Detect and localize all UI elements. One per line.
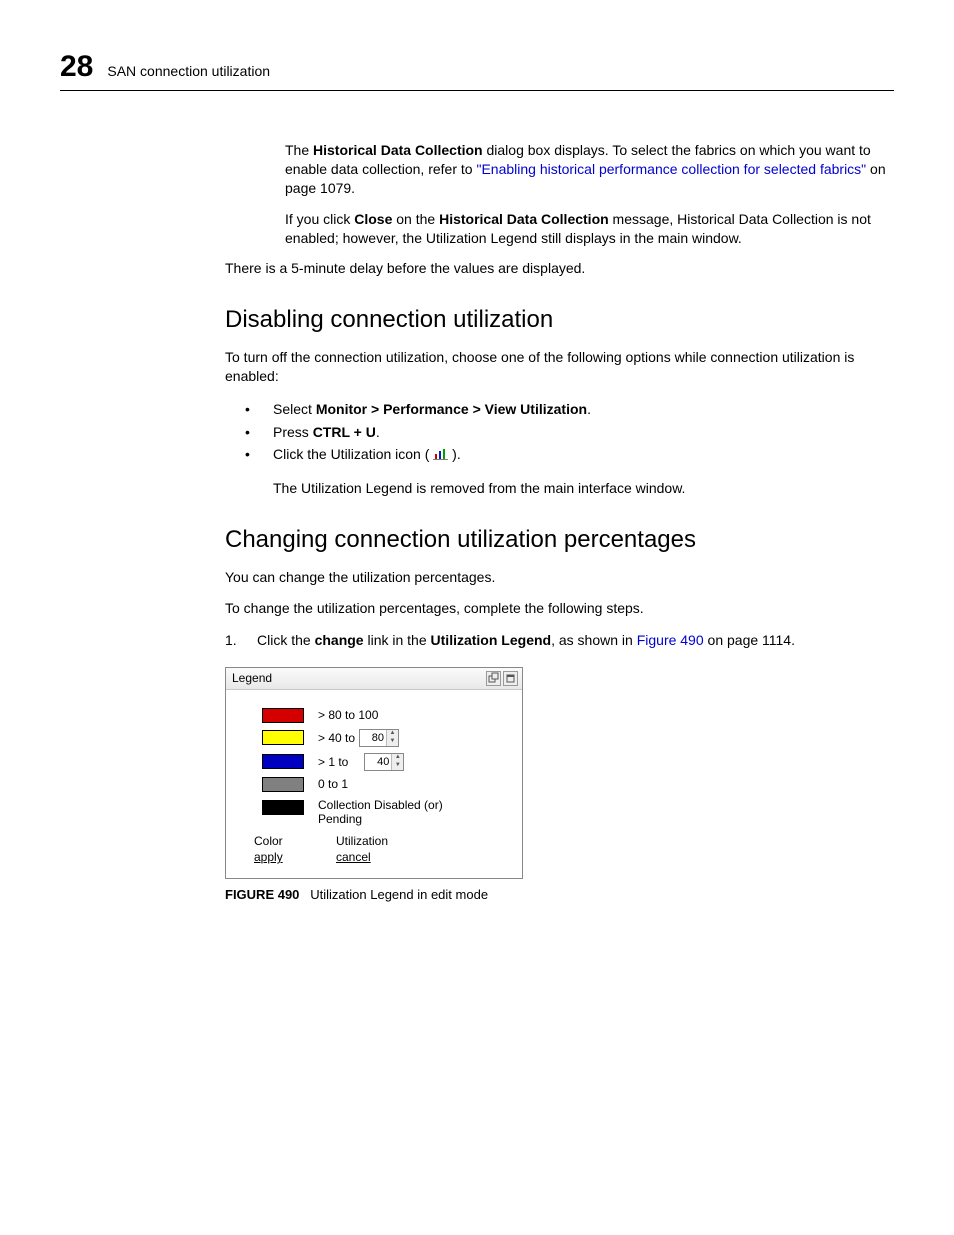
- swatch-gray: [262, 777, 304, 792]
- text: .: [587, 401, 591, 417]
- threshold-spinner[interactable]: ▲▼: [364, 753, 404, 771]
- figure-caption: FIGURE 490 Utilization Legend in edit mo…: [225, 887, 894, 902]
- legend-links-row: apply cancel: [236, 850, 512, 864]
- legend-row: > 80 to 100: [236, 708, 512, 723]
- legend-row: > 1 to ▲▼: [236, 753, 512, 771]
- text: The: [285, 142, 313, 158]
- detach-icon[interactable]: [486, 671, 501, 686]
- running-head: SAN connection utilization: [107, 63, 270, 79]
- utilization-icon: [433, 445, 448, 467]
- bullet-item: Click the Utilization icon ( ).: [225, 443, 894, 467]
- heading-changing: Changing connection utilization percenta…: [225, 526, 894, 554]
- legend-label: > 80 to 100: [318, 708, 378, 722]
- text: ).: [452, 446, 461, 462]
- link-enabling-historical[interactable]: "Enabling historical performance collect…: [476, 161, 866, 177]
- text-bold: Monitor > Performance > View Utilization: [316, 401, 587, 417]
- legend-label: > 1 to: [318, 755, 348, 769]
- threshold-input[interactable]: [365, 754, 391, 770]
- legend-header-row: Color Utilization: [236, 834, 512, 848]
- legend-row: > 40 to ▲▼: [236, 729, 512, 747]
- apply-link[interactable]: apply: [254, 850, 283, 864]
- heading-disabling: Disabling connection utilization: [225, 306, 894, 334]
- page-number: 28: [60, 50, 93, 84]
- text-bold: Utilization Legend: [431, 632, 552, 648]
- text: link in the: [364, 632, 431, 648]
- restore-icon[interactable]: [503, 671, 518, 686]
- text-bold: Historical Data Collection: [313, 142, 483, 158]
- section1-intro: To turn off the connection utilization, …: [225, 348, 894, 386]
- text-bold: change: [315, 632, 364, 648]
- legend-col-header: Utilization: [322, 834, 388, 848]
- legend-label: > 40 to: [318, 731, 355, 745]
- section2-p1: You can change the utilization percentag…: [225, 568, 894, 587]
- figure-caption-text: Utilization Legend in edit mode: [310, 887, 488, 902]
- swatch-blue: [262, 754, 304, 769]
- threshold-spinner[interactable]: ▲▼: [359, 729, 399, 747]
- text: Select: [273, 401, 316, 417]
- text: on the: [392, 211, 439, 227]
- step-item: 1. Click the change link in the Utilizat…: [225, 630, 894, 651]
- text-bold: Historical Data Collection: [439, 211, 609, 227]
- swatch-yellow: [262, 730, 304, 745]
- legend-label: Collection Disabled (or) Pending: [318, 798, 478, 826]
- step-number: 1.: [225, 630, 237, 651]
- spinner-down-icon[interactable]: ▼: [387, 738, 398, 746]
- spinner-down-icon[interactable]: ▼: [392, 762, 403, 770]
- section1-after: The Utilization Legend is removed from t…: [273, 479, 894, 498]
- text: If you click: [285, 211, 354, 227]
- text-bold: Close: [354, 211, 392, 227]
- legend-label: 0 to 1: [318, 777, 348, 791]
- text: Click the Utilization icon (: [273, 446, 429, 462]
- text-bold: CTRL + U: [313, 424, 376, 440]
- spinner-up-icon[interactable]: ▲: [392, 754, 403, 762]
- legend-row: Collection Disabled (or) Pending: [236, 798, 512, 826]
- page-header: 28 SAN connection utilization: [60, 50, 894, 91]
- legend-title-text: Legend: [232, 671, 272, 685]
- text: .: [376, 424, 380, 440]
- bullet-list: Select Monitor > Performance > View Util…: [225, 398, 894, 467]
- text: , as shown in: [551, 632, 637, 648]
- bullet-item: Select Monitor > Performance > View Util…: [225, 398, 894, 420]
- threshold-input[interactable]: [360, 730, 386, 746]
- spinner-up-icon[interactable]: ▲: [387, 730, 398, 738]
- text: Press: [273, 424, 313, 440]
- text: on page 1114.: [704, 632, 795, 648]
- link-figure-490[interactable]: Figure 490: [637, 632, 704, 648]
- cancel-link[interactable]: cancel: [336, 850, 371, 864]
- legend-body: > 80 to 100 > 40 to ▲▼ > 1 t: [226, 690, 522, 878]
- bullet-item: Press CTRL + U.: [225, 421, 894, 443]
- intro-paragraph-2: If you click Close on the Historical Dat…: [285, 210, 894, 248]
- swatch-black: [262, 800, 304, 815]
- legend-row: 0 to 1: [236, 777, 512, 792]
- intro-paragraph-3: There is a 5-minute delay before the val…: [225, 259, 894, 278]
- figure-label: FIGURE 490: [225, 887, 299, 902]
- text: Click the: [257, 632, 315, 648]
- utilization-legend-panel: Legend > 80 to 100: [225, 667, 523, 879]
- section2-p2: To change the utilization percentages, c…: [225, 599, 894, 618]
- intro-paragraph-1: The Historical Data Collection dialog bo…: [285, 141, 894, 198]
- legend-titlebar: Legend: [226, 668, 522, 690]
- swatch-red: [262, 708, 304, 723]
- legend-col-header: Color: [236, 834, 322, 848]
- step-list: 1. Click the change link in the Utilizat…: [225, 630, 894, 651]
